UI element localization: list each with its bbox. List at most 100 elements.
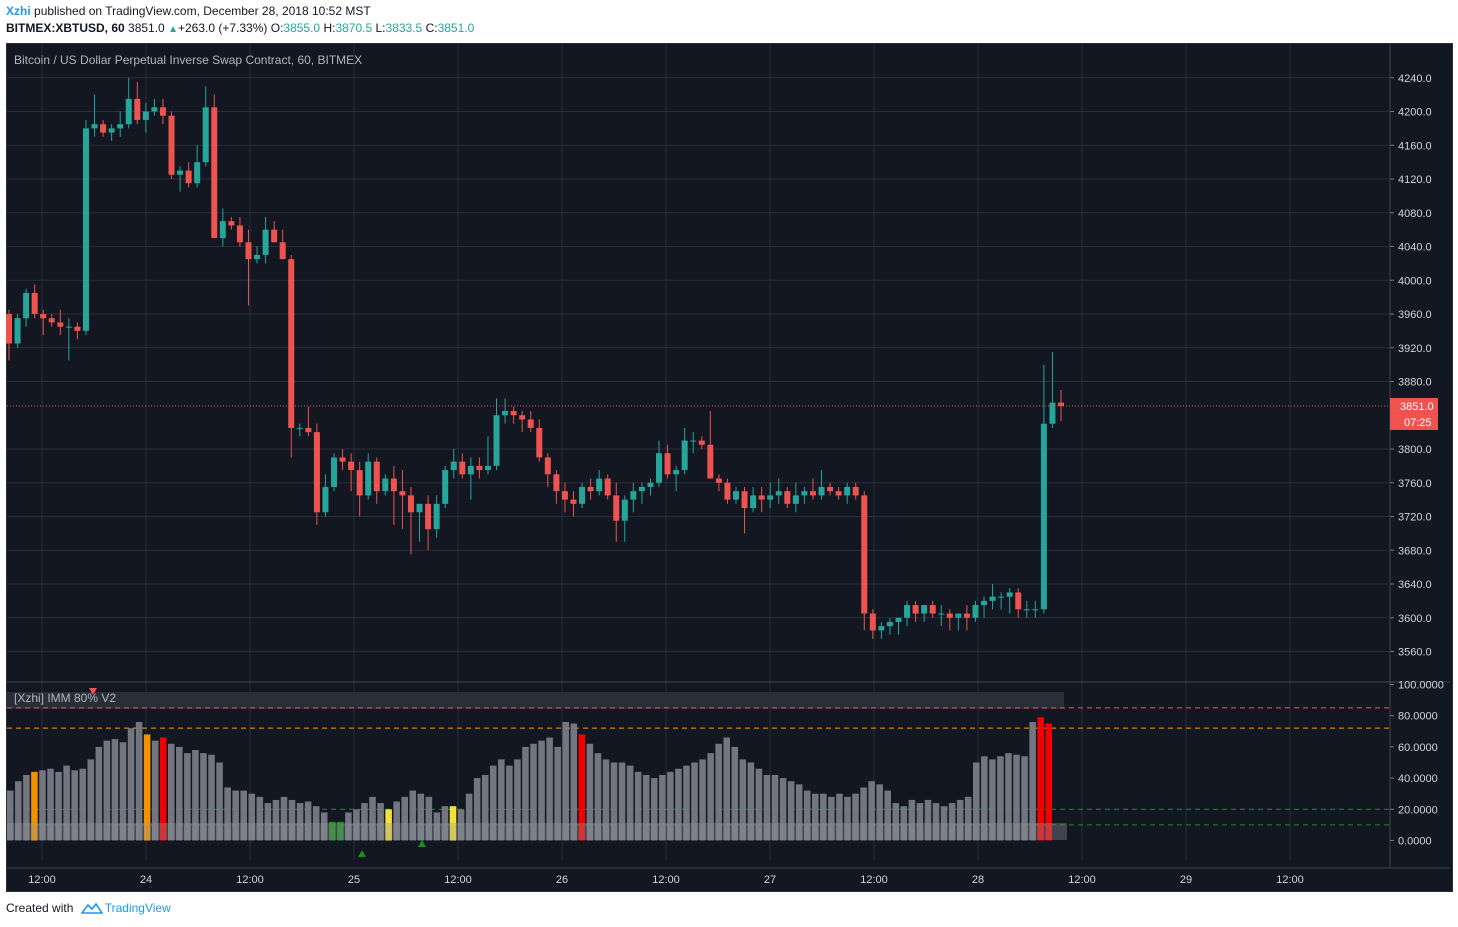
- footer: Created with TradingView: [6, 901, 171, 916]
- candle-body: [844, 486, 851, 496]
- time-axis-label: 12:00: [860, 874, 888, 886]
- candle-body: [331, 457, 338, 487]
- time-axis-label: 12:00: [652, 874, 680, 886]
- candle-body: [579, 486, 586, 504]
- candle-body: [630, 491, 637, 500]
- indicator-bar: [385, 809, 392, 841]
- time-axis-label: 12:00: [236, 874, 264, 886]
- ohlc-high-label: H:: [323, 21, 336, 35]
- time-axis-label: 12:00: [1276, 874, 1304, 886]
- countdown-badge-text: 07:25: [1404, 417, 1432, 429]
- candle-body: [450, 461, 457, 471]
- indicator-bar: [111, 739, 119, 841]
- indicator-bar: [683, 765, 690, 841]
- candle-body: [476, 465, 483, 471]
- candle-body: [390, 478, 397, 492]
- indicator-axis-label: 40.0000: [1398, 773, 1438, 785]
- indicator-bar: [659, 774, 666, 841]
- candle-body: [1049, 402, 1056, 424]
- price-axis-label: 3680.0: [1398, 545, 1432, 557]
- candle-body: [493, 415, 500, 466]
- candle-body: [194, 162, 201, 184]
- price-axis-label: 3720.0: [1398, 512, 1432, 524]
- candle-body: [673, 470, 680, 475]
- price-axis-label: 3640.0: [1398, 579, 1432, 591]
- candle-body: [48, 318, 55, 323]
- candle-body: [100, 124, 107, 133]
- indicator-bar: [667, 771, 674, 841]
- indicator-bar: [417, 793, 425, 841]
- candle-body: [732, 491, 739, 500]
- indicator-bar: [836, 793, 843, 841]
- candle-body: [981, 600, 988, 606]
- ohlc-low: L:3833.5: [376, 21, 423, 35]
- indicator-bar: [127, 728, 135, 841]
- candle-body: [852, 486, 859, 496]
- candle-body: [271, 229, 278, 243]
- tradingview-link[interactable]: TradingView: [104, 901, 171, 915]
- indicator-base-band: [7, 823, 1067, 840]
- indicator-bar: [320, 812, 328, 841]
- candle-body: [963, 613, 970, 618]
- price-axis-label: 4240.0: [1398, 73, 1432, 85]
- candle-body: [356, 470, 363, 496]
- candle-body: [809, 491, 816, 496]
- indicator-bar: [964, 796, 972, 841]
- time-axis-label: 29: [1180, 874, 1192, 886]
- indicator-bar: [208, 754, 215, 841]
- chart-title: Bitcoin / US Dollar Perpetual Inverse Sw…: [14, 53, 363, 67]
- candle-body: [878, 626, 885, 631]
- candle-body: [707, 444, 714, 479]
- sell-signal-marker: [89, 688, 97, 695]
- author-name[interactable]: Xzhi: [6, 4, 31, 18]
- price-axis-label: 4120.0: [1398, 174, 1432, 186]
- candle-body: [142, 111, 149, 120]
- indicator-bar: [87, 759, 95, 841]
- indicator-bar: [723, 737, 730, 841]
- candle-body: [74, 326, 81, 331]
- indicator-bar: [79, 768, 86, 841]
- indicator-bar: [345, 812, 352, 841]
- candle-body: [305, 427, 312, 433]
- candle-body: [1058, 402, 1064, 406]
- price-axis-label: 3920.0: [1398, 343, 1432, 355]
- indicator-bar: [586, 743, 594, 841]
- candle-body: [14, 318, 21, 344]
- candle-body: [382, 478, 389, 492]
- candle-body: [279, 242, 286, 260]
- candle-body: [407, 495, 414, 513]
- candle-body: [946, 613, 953, 618]
- indicator-bar: [433, 812, 441, 841]
- candle-body: [510, 411, 517, 416]
- indicator-bar: [844, 796, 851, 841]
- buy-signal-marker: [418, 840, 426, 847]
- indicator-bar: [876, 784, 883, 841]
- indicator-bar: [465, 793, 473, 841]
- indicator-axis-label: 0.0000: [1398, 836, 1432, 848]
- candle-body: [835, 491, 842, 496]
- indicator-bar: [449, 806, 457, 841]
- candle-body: [656, 453, 663, 483]
- indicator-bar: [634, 771, 642, 841]
- last-price: 3851.0: [128, 21, 165, 35]
- indicator-bar: [900, 806, 908, 841]
- candle-body: [998, 596, 1005, 598]
- candle-body: [484, 465, 491, 471]
- indicator-bar: [626, 765, 634, 841]
- price-axis-label: 4040.0: [1398, 242, 1432, 254]
- candle-body: [245, 242, 252, 260]
- indicator-bar: [176, 746, 183, 841]
- indicator-bar: [908, 799, 916, 841]
- indicator-bar: [1013, 754, 1020, 841]
- candle-body: [219, 221, 226, 239]
- indicator-bar: [1045, 723, 1052, 841]
- time-axis-label: 27: [764, 874, 776, 886]
- indicator-bar: [23, 774, 30, 841]
- candle-body: [108, 128, 115, 133]
- price-axis-label: 4000.0: [1398, 275, 1432, 287]
- indicator-bar: [441, 806, 449, 841]
- candle-body: [869, 613, 876, 631]
- indicator-bar: [812, 793, 819, 841]
- indicator-bar: [852, 793, 859, 841]
